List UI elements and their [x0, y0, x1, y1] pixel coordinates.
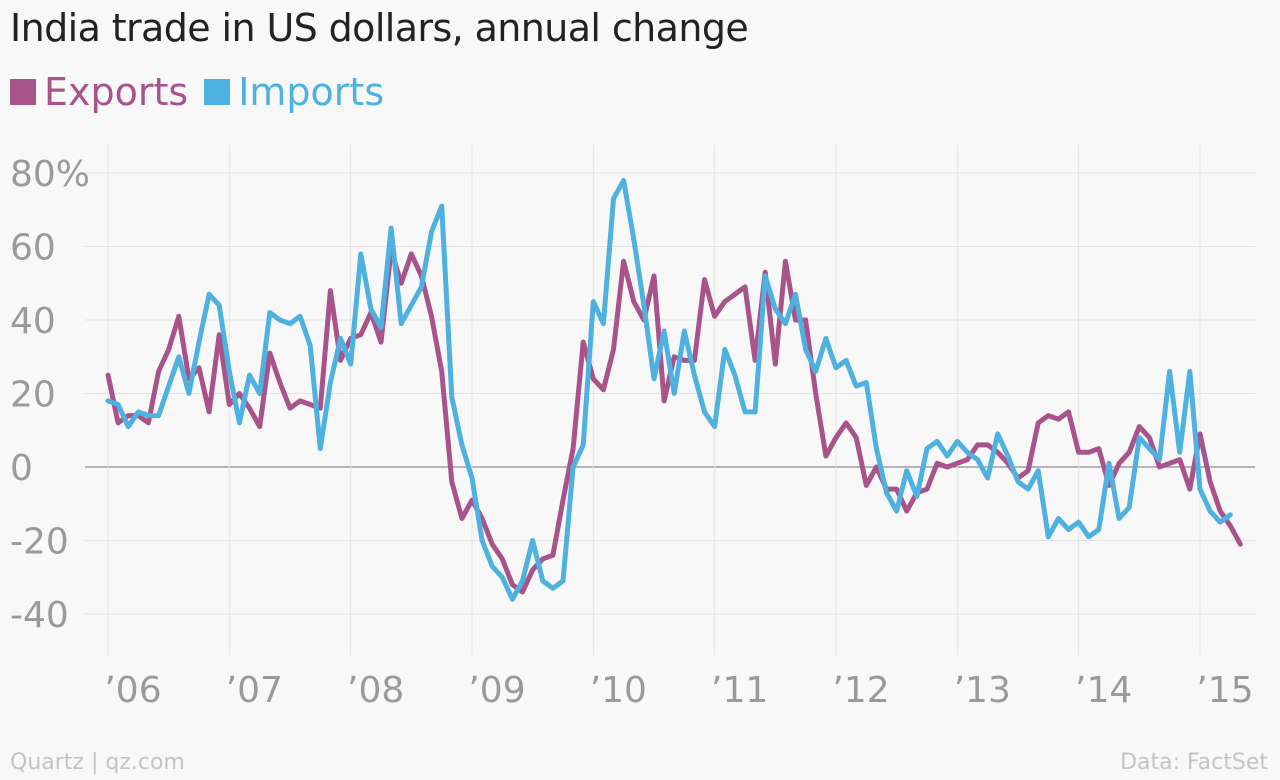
series-line-imports: [105, 177, 1233, 602]
y-tick-label: 40: [10, 301, 56, 342]
legend-swatch-imports: [204, 79, 231, 105]
y-tick-label: -40: [10, 595, 69, 636]
legend: Exports Imports: [10, 70, 400, 114]
grid-layer: [85, 145, 1255, 655]
x-tick-label: ’10: [590, 670, 647, 711]
y-tick-label: 20: [10, 375, 56, 416]
x-tick-label: ’06: [104, 670, 161, 711]
x-tick-label: ’08: [347, 670, 404, 711]
legend-label-imports: Imports: [238, 70, 385, 114]
x-tick-label: ’14: [1075, 670, 1132, 711]
legend-item-imports: Imports: [204, 70, 384, 114]
footer-source-right: Data: FactSet: [1120, 750, 1268, 775]
series-line-exports: [105, 247, 1243, 595]
x-tick-label: ’15: [1196, 670, 1253, 711]
legend-item-exports: Exports: [10, 70, 188, 114]
legend-label-exports: Exports: [44, 70, 189, 114]
x-tick-label: ’13: [954, 670, 1011, 711]
series-layer: [105, 177, 1243, 602]
y-tick-label: 0: [10, 448, 33, 489]
x-tick-label: ’11: [711, 670, 768, 711]
x-tick-label: ’12: [832, 670, 889, 711]
chart-title: India trade in US dollars, annual change: [10, 6, 749, 50]
tick-label-layer: 80% 60 40 20 0 -20 -40 ’06 ’07 ’08 ’09 ’10 ’11 ’12 ’13…: [10, 154, 1254, 711]
y-tick-label: 60: [10, 228, 56, 269]
x-tick-label: ’09: [468, 670, 525, 711]
footer-source-left: Quartz | qz.com: [10, 750, 185, 775]
y-tick-label: 80%: [10, 154, 90, 195]
x-tick-label: ’07: [226, 670, 283, 711]
legend-swatch-exports: [10, 79, 36, 105]
y-tick-label: -20: [10, 522, 69, 563]
